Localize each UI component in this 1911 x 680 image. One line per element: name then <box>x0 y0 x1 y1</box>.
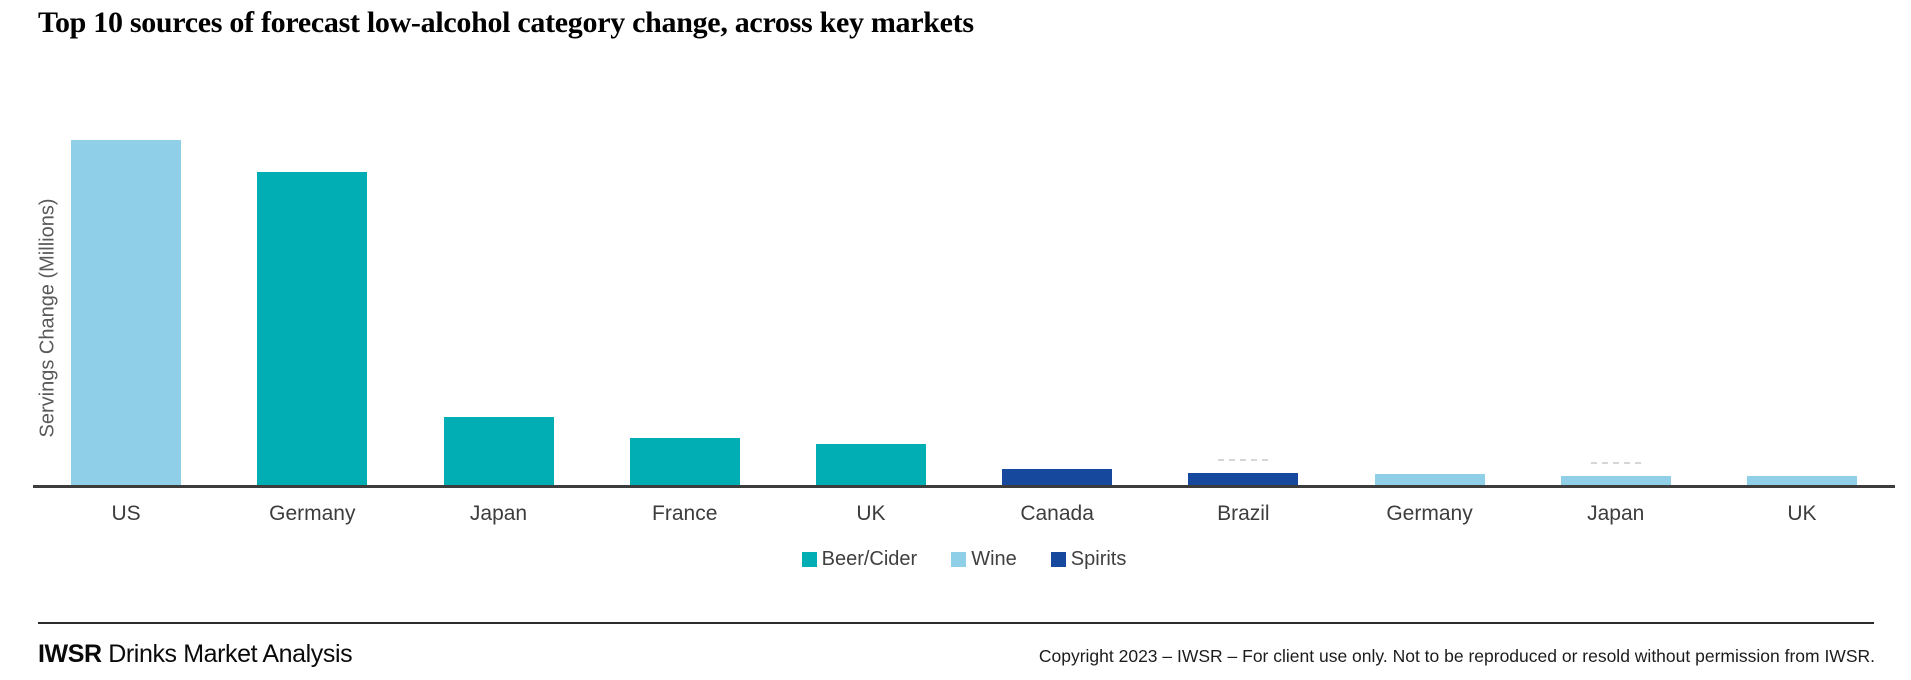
x-axis-label: UK <box>1787 502 1817 525</box>
category-column <box>1523 0 1709 486</box>
x-axis-label: Germany <box>269 502 356 525</box>
bar-4-france <box>629 438 740 486</box>
bar-10-uk <box>1746 476 1857 486</box>
legend-item-spirits: Spirits <box>1050 548 1127 571</box>
copyright-text: Copyright 2023 – IWSR – For client use o… <box>1038 646 1875 666</box>
x-axis-label: Canada <box>1020 502 1094 525</box>
category-column <box>219 0 405 486</box>
category-column <box>1336 0 1522 486</box>
legend-swatch-icon <box>1050 552 1066 567</box>
legend-swatch-icon <box>951 552 967 567</box>
x-axis-line <box>33 485 1895 488</box>
x-axis-label: UK <box>856 502 886 525</box>
legend-label: Wine <box>971 548 1017 570</box>
footer-divider <box>38 622 1874 624</box>
legend-item-beer-cider: Beer/Cider <box>801 548 918 571</box>
bar-3-japan <box>443 417 554 486</box>
legend-swatch-icon <box>801 552 817 567</box>
legend-item-wine: Wine <box>951 548 1017 571</box>
x-axis-labels: US Germany Japan France UK Canada Brazil German… <box>33 502 1895 526</box>
bar-9-japan <box>1560 462 1671 486</box>
category-column <box>33 0 219 486</box>
bar-7-brazil <box>1188 459 1299 486</box>
x-axis-label: Germany <box>1386 502 1473 525</box>
category-column <box>1150 0 1336 486</box>
bar-1-us <box>71 140 182 486</box>
bar-5-uk <box>815 444 926 486</box>
footer-brand: IWSR Drinks Market Analysis <box>38 640 353 669</box>
x-axis-label: Japan <box>469 502 528 525</box>
plot-categories <box>33 0 1895 486</box>
x-axis-label: Japan <box>1587 502 1645 525</box>
category-column <box>1709 0 1895 486</box>
bar-6-canada <box>1002 469 1113 486</box>
chart-title: Top 10 sources of forecast low-alcohol c… <box>38 6 974 39</box>
brand-name: IWSR <box>38 640 102 668</box>
bar-2-germany <box>257 172 368 486</box>
category-column <box>405 0 591 486</box>
category-column <box>964 0 1150 486</box>
x-axis-label: France <box>652 502 718 525</box>
brand-tagline: Drinks Market Analysis <box>108 640 353 668</box>
x-axis-label: Brazil <box>1217 502 1270 525</box>
chart-legend: Beer/Cider Wine Spirits <box>33 548 1895 571</box>
bar-8-germany <box>1374 474 1485 486</box>
faint-artifact-mark <box>1218 459 1269 461</box>
faint-artifact-mark <box>1590 462 1641 464</box>
legend-label: Beer/Cider <box>821 548 918 570</box>
x-axis-label: US <box>111 502 141 525</box>
category-column <box>778 0 964 486</box>
legend-label: Spirits <box>1070 548 1127 570</box>
category-column <box>592 0 778 486</box>
